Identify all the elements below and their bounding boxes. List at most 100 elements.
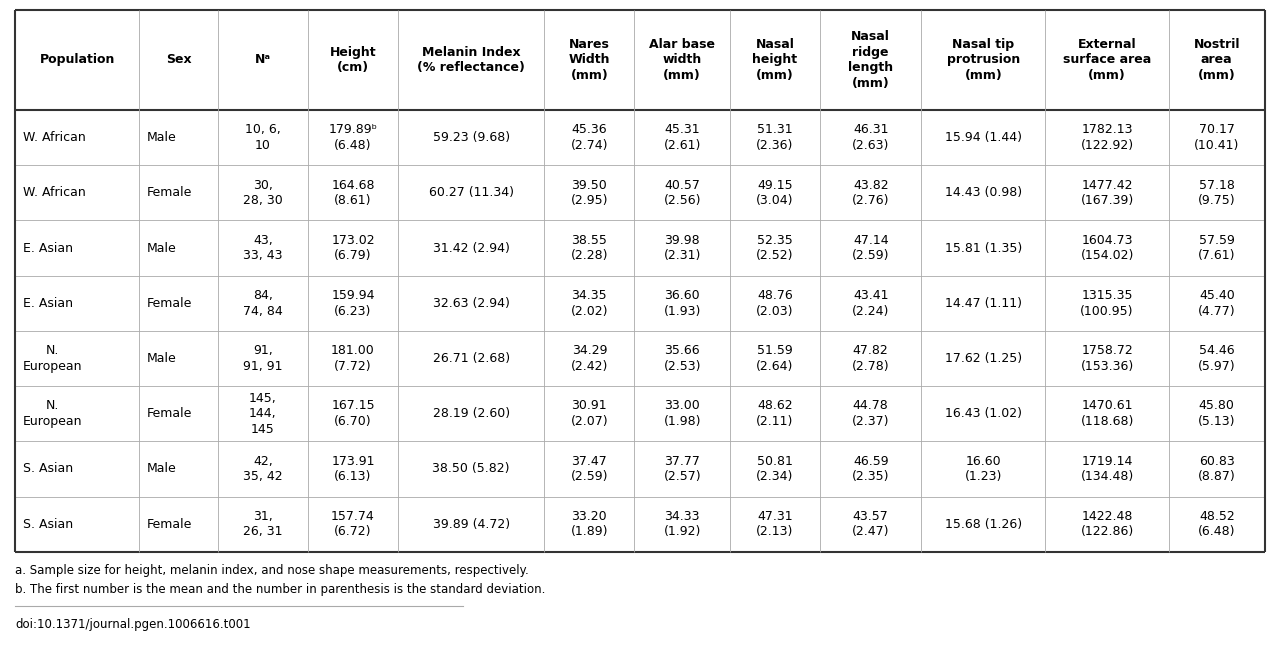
Text: W. African: W. African <box>23 131 86 144</box>
Text: Nᵃ: Nᵃ <box>255 54 271 67</box>
Text: External
surface area
(mm): External surface area (mm) <box>1062 38 1151 82</box>
Text: 35.66
(2.53): 35.66 (2.53) <box>663 344 701 373</box>
Text: 173.91
(6.13): 173.91 (6.13) <box>332 454 375 483</box>
Text: Nasal
height
(mm): Nasal height (mm) <box>753 38 797 82</box>
Text: 31,
26, 31: 31, 26, 31 <box>243 510 283 539</box>
Text: 38.50 (5.82): 38.50 (5.82) <box>433 462 509 475</box>
Text: Alar base
width
(mm): Alar base width (mm) <box>649 38 716 82</box>
Text: Nasal tip
protrusion
(mm): Nasal tip protrusion (mm) <box>947 38 1020 82</box>
Text: 30.91
(2.07): 30.91 (2.07) <box>571 400 608 428</box>
Text: 17.62 (1.25): 17.62 (1.25) <box>945 352 1021 365</box>
Text: 1315.35
(100.95): 1315.35 (100.95) <box>1080 289 1134 317</box>
Text: 50.81
(2.34): 50.81 (2.34) <box>756 454 794 483</box>
Text: 173.02
(6.79): 173.02 (6.79) <box>332 234 375 263</box>
Text: 30,
28, 30: 30, 28, 30 <box>243 179 283 207</box>
Text: 43.82
(2.76): 43.82 (2.76) <box>852 179 890 207</box>
Text: 15.68 (1.26): 15.68 (1.26) <box>945 518 1021 531</box>
Text: 51.31
(2.36): 51.31 (2.36) <box>756 123 794 152</box>
Text: 45.40
(4.77): 45.40 (4.77) <box>1198 289 1235 317</box>
Text: 15.81 (1.35): 15.81 (1.35) <box>945 242 1021 255</box>
Text: 1604.73
(154.02): 1604.73 (154.02) <box>1080 234 1134 263</box>
Text: 59.23 (9.68): 59.23 (9.68) <box>433 131 509 144</box>
Text: 10, 6,
10: 10, 6, 10 <box>244 123 280 152</box>
Text: 47.14
(2.59): 47.14 (2.59) <box>852 234 890 263</box>
Text: 34.35
(2.02): 34.35 (2.02) <box>571 289 608 317</box>
Text: Male: Male <box>147 242 177 255</box>
Text: 60.83
(8.87): 60.83 (8.87) <box>1198 454 1235 483</box>
Text: 16.43 (1.02): 16.43 (1.02) <box>945 407 1021 421</box>
Text: Female: Female <box>147 186 192 199</box>
Text: 46.59
(2.35): 46.59 (2.35) <box>852 454 890 483</box>
Text: S. Asian: S. Asian <box>23 518 73 531</box>
Text: 48.76
(2.03): 48.76 (2.03) <box>756 289 794 317</box>
Text: 45.36
(2.74): 45.36 (2.74) <box>571 123 608 152</box>
Text: Nasal
ridge
length
(mm): Nasal ridge length (mm) <box>849 30 893 89</box>
Text: 57.18
(9.75): 57.18 (9.75) <box>1198 179 1235 207</box>
Text: 179.89ᵇ
(6.48): 179.89ᵇ (6.48) <box>329 123 378 152</box>
Text: 47.82
(2.78): 47.82 (2.78) <box>852 344 890 373</box>
Text: 48.62
(2.11): 48.62 (2.11) <box>756 400 794 428</box>
Text: 167.15
(6.70): 167.15 (6.70) <box>332 400 375 428</box>
Text: 70.17
(10.41): 70.17 (10.41) <box>1194 123 1239 152</box>
Text: 1470.61
(118.68): 1470.61 (118.68) <box>1080 400 1134 428</box>
Text: Male: Male <box>147 462 177 475</box>
Text: Male: Male <box>147 131 177 144</box>
Text: Population: Population <box>40 54 115 67</box>
Text: S. Asian: S. Asian <box>23 462 73 475</box>
Text: 37.47
(2.59): 37.47 (2.59) <box>571 454 608 483</box>
Text: 1782.13
(122.92): 1782.13 (122.92) <box>1080 123 1134 152</box>
Text: 1422.48
(122.86): 1422.48 (122.86) <box>1080 510 1134 539</box>
Text: 33.20
(1.89): 33.20 (1.89) <box>571 510 608 539</box>
Text: 42,
35, 42: 42, 35, 42 <box>243 454 283 483</box>
Text: Melanin Index
(% reflectance): Melanin Index (% reflectance) <box>417 46 525 74</box>
Text: N.
European: N. European <box>23 344 82 373</box>
Text: 60.27 (11.34): 60.27 (11.34) <box>429 186 513 199</box>
Text: 46.31
(2.63): 46.31 (2.63) <box>852 123 890 152</box>
Text: 43,
33, 43: 43, 33, 43 <box>243 234 283 263</box>
Text: 159.94
(6.23): 159.94 (6.23) <box>332 289 375 317</box>
Text: 157.74
(6.72): 157.74 (6.72) <box>332 510 375 539</box>
Text: E. Asian: E. Asian <box>23 297 73 310</box>
Text: 34.33
(1.92): 34.33 (1.92) <box>663 510 701 539</box>
Text: 28.19 (2.60): 28.19 (2.60) <box>433 407 509 421</box>
Text: 51.59
(2.64): 51.59 (2.64) <box>756 344 794 373</box>
Text: 14.47 (1.11): 14.47 (1.11) <box>945 297 1021 310</box>
Text: 1477.42
(167.39): 1477.42 (167.39) <box>1080 179 1134 207</box>
Text: 84,
74, 84: 84, 74, 84 <box>243 289 283 317</box>
Text: 36.60
(1.93): 36.60 (1.93) <box>663 289 701 317</box>
Text: 181.00
(7.72): 181.00 (7.72) <box>332 344 375 373</box>
Text: 15.94 (1.44): 15.94 (1.44) <box>945 131 1021 144</box>
Text: 1719.14
(134.48): 1719.14 (134.48) <box>1080 454 1134 483</box>
Text: 32.63 (2.94): 32.63 (2.94) <box>433 297 509 310</box>
Text: 39.50
(2.95): 39.50 (2.95) <box>571 179 608 207</box>
Text: 49.15
(3.04): 49.15 (3.04) <box>756 179 794 207</box>
Text: Sex: Sex <box>165 54 192 67</box>
Text: doi:10.1371/journal.pgen.1006616.t001: doi:10.1371/journal.pgen.1006616.t001 <box>15 618 251 631</box>
Text: E. Asian: E. Asian <box>23 242 73 255</box>
Text: b. The first number is the mean and the number in parenthesis is the standard de: b. The first number is the mean and the … <box>15 583 545 596</box>
Text: 38.55
(2.28): 38.55 (2.28) <box>571 234 608 263</box>
Text: 16.60
(1.23): 16.60 (1.23) <box>965 454 1002 483</box>
Text: 145,
144,
145: 145, 144, 145 <box>250 392 276 436</box>
Text: N.
European: N. European <box>23 400 82 428</box>
Text: 48.52
(6.48): 48.52 (6.48) <box>1198 510 1235 539</box>
Text: Female: Female <box>147 518 192 531</box>
Text: 52.35
(2.52): 52.35 (2.52) <box>756 234 794 263</box>
Text: 37.77
(2.57): 37.77 (2.57) <box>663 454 701 483</box>
Text: 33.00
(1.98): 33.00 (1.98) <box>663 400 701 428</box>
Text: 26.71 (2.68): 26.71 (2.68) <box>433 352 509 365</box>
Text: 91,
91, 91: 91, 91, 91 <box>243 344 283 373</box>
Text: 31.42 (2.94): 31.42 (2.94) <box>433 242 509 255</box>
Text: 14.43 (0.98): 14.43 (0.98) <box>945 186 1021 199</box>
Text: 45.80
(5.13): 45.80 (5.13) <box>1198 400 1235 428</box>
Text: 57.59
(7.61): 57.59 (7.61) <box>1198 234 1235 263</box>
Text: 1758.72
(153.36): 1758.72 (153.36) <box>1080 344 1134 373</box>
Text: Female: Female <box>147 407 192 421</box>
Text: Male: Male <box>147 352 177 365</box>
Text: 45.31
(2.61): 45.31 (2.61) <box>663 123 701 152</box>
Text: 54.46
(5.97): 54.46 (5.97) <box>1198 344 1235 373</box>
Text: 39.89 (4.72): 39.89 (4.72) <box>433 518 509 531</box>
Text: 164.68
(8.61): 164.68 (8.61) <box>332 179 375 207</box>
Text: Height
(cm): Height (cm) <box>330 46 376 74</box>
Text: 44.78
(2.37): 44.78 (2.37) <box>852 400 890 428</box>
